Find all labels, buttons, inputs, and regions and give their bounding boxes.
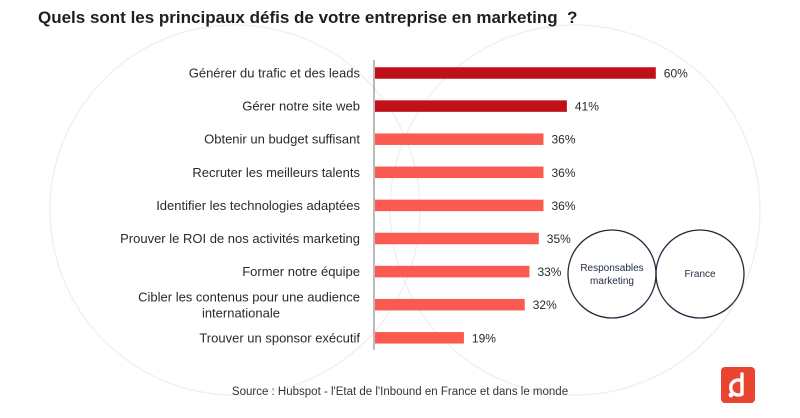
value-label-5: 36% — [551, 199, 575, 213]
value-label-1: 60% — [664, 67, 688, 81]
venn-circle-france — [655, 229, 745, 319]
value-label-3: 36% — [551, 133, 575, 147]
bar-4 — [375, 166, 544, 179]
bar-2 — [375, 100, 567, 112]
category-label-4: Recruter les meilleurs talents — [192, 165, 360, 180]
value-label-7: 33% — [537, 265, 561, 279]
value-labels-group: 60% 41% 36% 36% 36% 35% 33% 32% 19% — [472, 67, 688, 346]
venn-diagram — [567, 229, 745, 319]
source-caption: Source : Hubspot - l'Etat de l'Inbound e… — [231, 386, 569, 398]
value-label-8: 32% — [533, 298, 557, 312]
bar-3 — [375, 133, 544, 145]
category-label-2: Gérer notre site web — [242, 99, 360, 114]
value-label-4: 36% — [551, 166, 575, 180]
bar-7 — [375, 265, 530, 278]
value-label-6: 35% — [547, 232, 571, 246]
bar-8 — [375, 298, 525, 311]
venn-label-france: France — [684, 269, 716, 280]
bar-6 — [375, 232, 539, 245]
bar-9 — [375, 332, 464, 344]
category-label-1: Générer du trafic et des leads — [189, 66, 361, 81]
bar-5 — [375, 199, 544, 212]
value-label-9: 19% — [472, 331, 496, 345]
venn-label-marketing: Responsables marketing — [580, 263, 644, 287]
category-labels-group: Générer du trafic et des leads Gérer notr… — [120, 66, 360, 346]
category-label-5: Identifier les technologies adaptées — [156, 198, 360, 213]
category-label-7: Former notre équipe — [242, 264, 360, 279]
category-label-3: Obtenir un budget suffisant — [204, 132, 360, 147]
brand-logo-icon — [721, 367, 755, 403]
category-label-6: Prouver le ROI de nos activités marketin… — [120, 231, 360, 246]
category-label-9: Trouver un sponsor exécutif — [199, 330, 360, 345]
value-label-2: 41% — [575, 100, 599, 114]
chart-title: Quels sont les principaux défis de votre… — [38, 8, 578, 27]
bars-group — [375, 67, 656, 344]
bar-1 — [375, 67, 656, 79]
category-label-8: Cibler les contenus pour une audience int… — [138, 290, 360, 321]
